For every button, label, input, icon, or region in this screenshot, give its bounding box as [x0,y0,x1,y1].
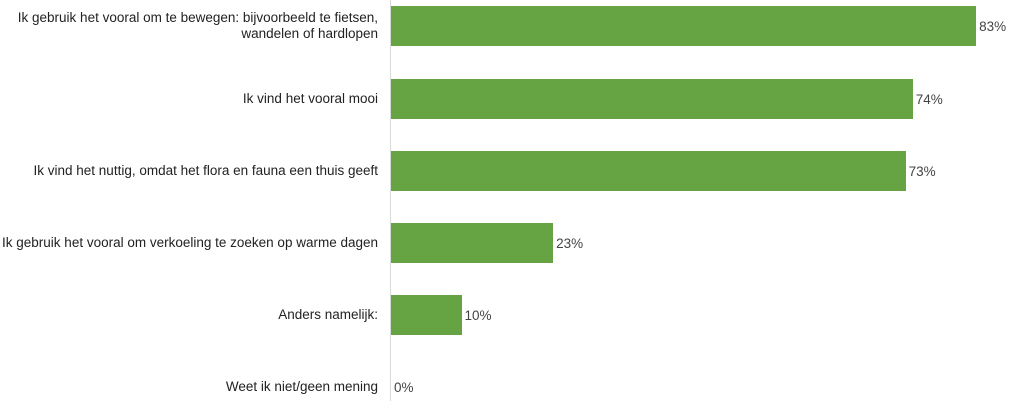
value-label: 83% [979,18,1007,34]
value-label: 0% [394,379,414,395]
category-label: Ik gebruik het vooral om verkoeling te z… [2,235,378,250]
bar-row: Weet ik niet/geen mening 0% [0,367,1019,407]
category-label: Weet ik niet/geen mening [225,379,378,394]
bar [391,6,977,46]
category-axis-line [390,0,391,401]
bar-row: Ik gebruik het vooral om verkoeling te z… [0,223,1019,263]
value-label: 10% [464,307,492,323]
category-label: Ik vind het vooral mooi [242,91,378,106]
bar-row: Ik vind het nuttig, omdat het flora en f… [0,151,1019,191]
category-label: Ik vind het nuttig, omdat het flora en f… [33,163,378,178]
bar [391,79,913,119]
value-label: 73% [908,163,936,179]
category-label: Anders namelijk: [278,307,378,322]
category-label: Ik gebruik het vooral om te bewegen: bij… [17,10,378,41]
bar-row: Ik vind het vooral mooi 74% [0,79,1019,119]
bar [391,223,554,263]
bar-row: Ik gebruik het vooral om te bewegen: bij… [0,6,1019,46]
bar [391,295,462,335]
value-label: 74% [915,91,943,107]
value-label: 23% [556,235,584,251]
bar [391,151,906,191]
bar-row: Anders namelijk: 10% [0,295,1019,335]
